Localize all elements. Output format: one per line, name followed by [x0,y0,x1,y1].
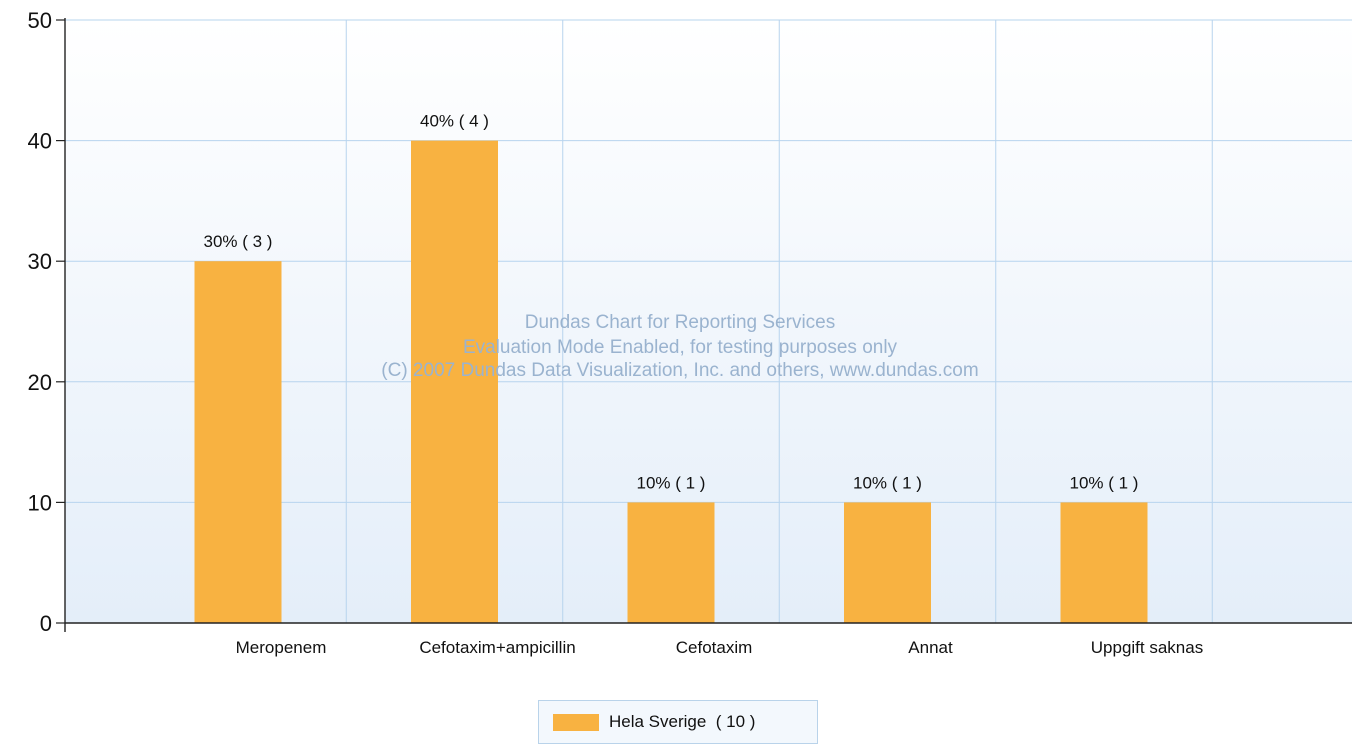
bar [627,502,715,623]
y-tick-label: 0 [40,611,52,636]
bars [194,140,1148,623]
data-label: 10% ( 1 ) [853,473,922,492]
x-category-label: Cefotaxim+ampicillin [419,638,575,657]
x-category-label: Meropenem [236,638,327,657]
watermark: Dundas Chart for Reporting Services Eval… [381,312,978,381]
y-tick-label: 50 [28,8,52,33]
data-label: 40% ( 4 ) [420,112,489,131]
y-tick-label: 30 [28,249,52,274]
watermark-line-2: Evaluation Mode Enabled, for testing pur… [463,337,898,358]
watermark-line-1: Dundas Chart for Reporting Services [525,312,835,333]
data-label: 10% ( 1 ) [637,473,706,492]
labels: 0 10 20 30 40 50 30% ( 3 ) Meropenem 40% ( 4 ) Ce… [28,8,1204,657]
bar [411,140,498,623]
bar [844,502,931,623]
x-category-label: Uppgift saknas [1091,638,1203,657]
bar [1060,502,1148,623]
bar [194,261,282,623]
y-tick-label: 20 [28,370,52,395]
y-tick-label: 10 [28,490,52,515]
bar-chart: Dundas Chart for Reporting Services Eval… [28,8,1352,657]
watermark-line-3: (C) 2007 Dundas Data Visualization, Inc.… [381,360,978,381]
y-tick-label: 40 [28,129,52,154]
x-category-label: Cefotaxim [676,638,753,657]
legend-label: Hela Sverige ( 10 ) [609,712,756,731]
x-category-label: Annat [908,638,953,657]
legend-swatch [553,713,599,731]
data-label: 30% ( 3 ) [204,232,273,251]
legend: Hela Sverige ( 10 ) [538,700,818,744]
axes [56,18,1352,632]
data-label: 10% ( 1 ) [1070,473,1139,492]
